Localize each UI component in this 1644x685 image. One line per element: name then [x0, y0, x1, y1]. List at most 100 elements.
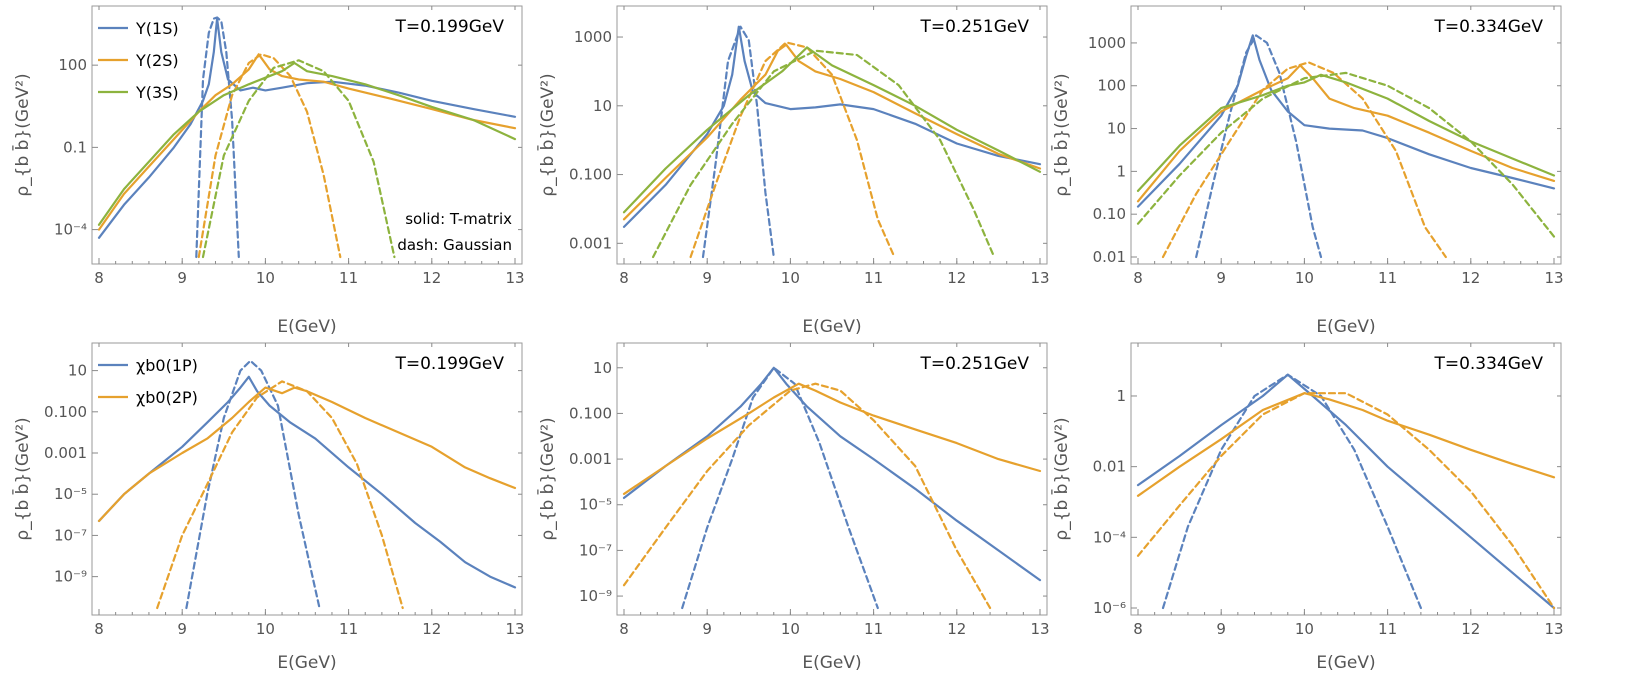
x-tick-label: 10 — [1295, 269, 1314, 287]
y-axis-label: ρ_{b b̄}(GeV²) — [11, 417, 33, 540]
plot-frame — [91, 342, 523, 616]
y-tick-label: 0.100 — [44, 403, 87, 421]
y-tick-label: 10⁻⁵ — [54, 485, 87, 503]
x-tick-label: 11 — [864, 620, 883, 638]
y-tick-label: 1000 — [1088, 34, 1126, 52]
series-blue-solid — [1136, 373, 1556, 610]
series-orange-solid — [97, 53, 517, 231]
x-tick-label: 12 — [422, 620, 441, 638]
series-green-solid — [97, 61, 517, 226]
y-tick-label: 0.01 — [1093, 458, 1126, 476]
x-tick-label: 10 — [256, 269, 275, 287]
x-tick-label: 8 — [619, 269, 629, 287]
series-green-dash — [201, 59, 396, 259]
y-tick-label: 0.001 — [569, 450, 612, 468]
series-blue-dash — [681, 366, 879, 610]
y-tick-label: 10⁻⁹ — [579, 587, 612, 605]
y-tick-label: 10 — [1107, 120, 1126, 138]
series-blue-solid — [622, 366, 1042, 582]
panel-top-1: 8 9 10 11 12 13 10⁻⁴ 0.1 100 T=0.199GeV E(GeV) ρ_{b… — [11, 5, 525, 337]
temperature-label: T=0.199GeV — [394, 17, 504, 37]
x-tick-label: 11 — [1378, 269, 1397, 287]
x-axis-label: E(GeV) — [1316, 653, 1375, 673]
y-axis-label: ρ_{b b̄}(GeV²) — [1050, 417, 1072, 540]
legend-label: Υ(3S) — [135, 83, 179, 102]
x-tick-label: 9 — [702, 269, 712, 287]
y-tick-label: 1 — [1116, 387, 1126, 405]
y-tick-label: 0.01 — [1093, 248, 1126, 266]
y-tick-label: 10⁻⁴ — [1093, 528, 1126, 546]
y-tick-label: 0.10 — [1093, 205, 1126, 223]
series-blue-solid — [97, 375, 517, 589]
panel-bottom-2: 8 9 10 11 12 13 10⁻⁹ 10⁻⁷ 10⁻⁵ 0.001 0.100 10 T=0.25… — [536, 342, 1050, 673]
series-orange-dash — [197, 53, 342, 259]
legend-label: χb0(2P) — [136, 388, 198, 407]
x-tick-label: 8 — [94, 620, 104, 638]
x-tick-label: 10 — [781, 620, 800, 638]
y-axis-label: ρ_{b b̄}(GeV²) — [11, 73, 33, 196]
plot-frame — [91, 5, 523, 265]
x-tick-label: 12 — [1461, 620, 1480, 638]
series-orange-dash — [1136, 392, 1556, 610]
plot-frame — [1130, 5, 1562, 265]
temperature-label: T=0.199GeV — [394, 354, 504, 374]
x-tick-label: 8 — [619, 620, 629, 638]
series-blue-dash — [1161, 373, 1422, 610]
x-tick-label: 8 — [1133, 269, 1143, 287]
x-tick-label: 9 — [1216, 620, 1226, 638]
y-tick-label: 10⁻⁹ — [54, 568, 87, 586]
x-tick-label: 8 — [1133, 620, 1143, 638]
x-tick-label: 8 — [94, 269, 104, 287]
temperature-label: T=0.251GeV — [919, 354, 1029, 374]
series-orange-solid — [97, 386, 517, 523]
y-tick-label: 0.100 — [569, 166, 612, 184]
series-blue-solid — [622, 25, 1042, 228]
note-solid: solid: T-matrix — [405, 210, 512, 228]
x-tick-label: 13 — [1544, 620, 1563, 638]
legend-label: Υ(2S) — [135, 51, 179, 70]
x-tick-label: 10 — [1295, 620, 1314, 638]
y-tick-label: 1 — [1116, 162, 1126, 180]
note-dash: dash: Gaussian — [397, 236, 512, 254]
x-tick-label: 12 — [1461, 269, 1480, 287]
x-tick-label: 10 — [781, 269, 800, 287]
legend-label: Υ(1S) — [135, 19, 179, 38]
y-tick-label: 0.1 — [63, 138, 87, 156]
y-tick-label: 10 — [593, 97, 612, 115]
panel-top-3: 8 9 10 11 12 13 0.01 0.10 1 10 100 1000 T=0.334GeV E(… — [1050, 5, 1564, 337]
y-tick-label: 10 — [68, 362, 87, 380]
x-tick-label: 13 — [1544, 269, 1563, 287]
series-blue-dash — [1195, 34, 1323, 259]
series-green-dash — [1136, 71, 1556, 238]
x-tick-label: 12 — [422, 269, 441, 287]
series-orange-dash — [1161, 61, 1447, 259]
x-tick-label: 13 — [505, 269, 524, 287]
y-tick-label: 1000 — [574, 28, 612, 46]
y-tick-label: 0.001 — [569, 234, 612, 252]
x-tick-label: 13 — [1030, 620, 1049, 638]
series-green-solid — [622, 46, 1042, 214]
series-green-dash — [652, 49, 996, 259]
series-blue-solid — [1136, 34, 1556, 208]
x-tick-label: 9 — [702, 620, 712, 638]
x-tick-label: 9 — [177, 620, 187, 638]
series-blue-dash — [195, 16, 240, 259]
plot-frame — [616, 342, 1048, 616]
x-tick-label: 11 — [1378, 620, 1397, 638]
y-tick-label: 100 — [1097, 77, 1126, 95]
x-axis-label: E(GeV) — [1316, 317, 1375, 337]
x-tick-label: 9 — [1216, 269, 1226, 287]
series-orange-dash — [622, 382, 992, 610]
series-orange-solid — [622, 382, 1042, 495]
y-tick-label: 0.100 — [569, 404, 612, 422]
y-tick-label: 100 — [58, 56, 87, 74]
y-axis-label: ρ_{b b̄}(GeV²) — [1050, 73, 1072, 196]
y-tick-label: 0.001 — [44, 444, 87, 462]
series-blue-dash — [701, 25, 775, 259]
y-tick-label: 10⁻⁵ — [579, 496, 612, 514]
series-orange-solid — [1136, 392, 1556, 497]
series-orange-dash — [689, 41, 896, 259]
y-tick-label: 10⁻⁷ — [54, 526, 87, 544]
y-axis-label: ρ_{b b̄}(GeV²) — [536, 417, 558, 540]
